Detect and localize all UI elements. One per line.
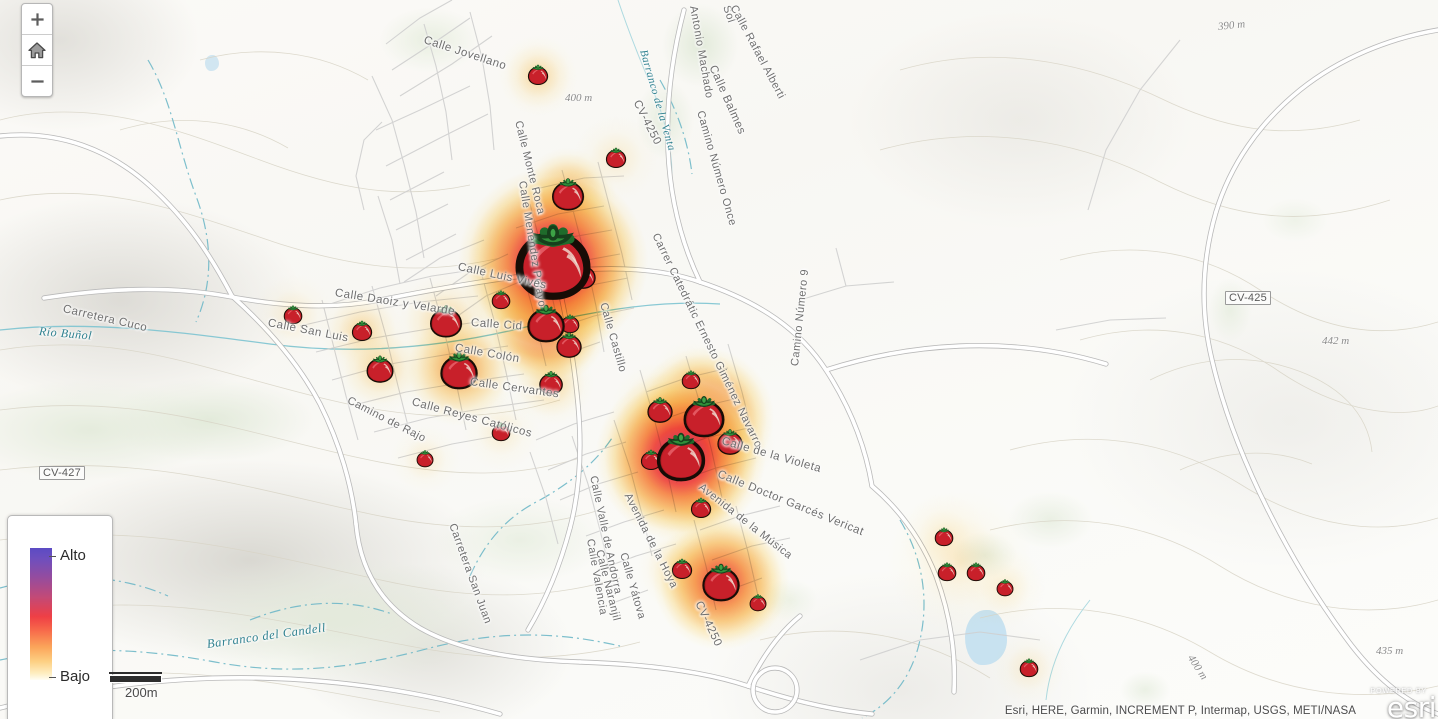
tomato-icon[interactable] <box>537 368 565 396</box>
highway-shield: CV-427 <box>39 466 85 480</box>
home-icon <box>28 41 46 58</box>
tomato-icon[interactable] <box>936 560 958 582</box>
tomato-icon[interactable] <box>490 420 512 442</box>
legend-color-ramp <box>30 548 52 680</box>
lake-polygon <box>205 55 219 71</box>
tomato-icon[interactable] <box>526 62 550 86</box>
heat-blob <box>888 490 1032 634</box>
tomato-icon[interactable] <box>364 352 396 384</box>
zoom-out-button[interactable] <box>22 65 52 96</box>
tomato-icon[interactable] <box>350 318 374 342</box>
tomato-icon[interactable] <box>653 427 709 483</box>
tomato-icon[interactable] <box>995 577 1015 597</box>
esri-logo[interactable]: POWERED BY esri <box>1356 685 1437 719</box>
map-navigation-controls[interactable] <box>21 3 53 97</box>
highway-shield: CV-425 <box>1225 291 1271 305</box>
zoom-in-button[interactable] <box>22 4 52 34</box>
contour-elevation-label: 442 m <box>1322 335 1350 347</box>
tomato-icon[interactable] <box>282 303 304 325</box>
tomato-icon[interactable] <box>427 301 465 339</box>
tomato-icon[interactable] <box>965 560 987 582</box>
esri-brand-text: esri <box>1386 691 1437 719</box>
esri-powered-by-text: POWERED BY <box>1370 688 1427 695</box>
tomato-icon[interactable] <box>549 174 587 212</box>
legend-label-low: Bajo <box>60 668 91 685</box>
tomato-icon[interactable] <box>437 347 481 391</box>
heatmap-legend: Alto Bajo <box>7 515 113 719</box>
contour-elevation-label: 435 m <box>1376 645 1404 657</box>
scale-bar: 200m <box>109 672 162 700</box>
home-button[interactable] <box>22 34 52 65</box>
tomato-icon[interactable] <box>645 394 675 424</box>
tomato-icon[interactable] <box>639 447 663 471</box>
attribution-text: Esri, HERE, Garmin, INCREMENT P, Interma… <box>1004 705 1356 717</box>
tomato-icon[interactable] <box>554 329 584 359</box>
legend-tick-low <box>49 677 56 678</box>
scale-bar-label: 200m <box>125 685 158 700</box>
contour-elevation-label: 400 m <box>565 92 593 104</box>
tomato-icon[interactable] <box>715 426 745 456</box>
tomato-icon[interactable] <box>699 559 743 603</box>
minus-icon <box>30 79 44 83</box>
tomato-icon[interactable] <box>490 288 512 310</box>
scale-bar-line <box>109 675 162 683</box>
lake-polygon <box>965 610 1007 665</box>
tomato-icon[interactable] <box>511 217 595 301</box>
tomato-icon[interactable] <box>604 145 628 169</box>
legend-label-high: Alto <box>60 547 86 564</box>
legend-tick-high <box>49 556 56 557</box>
tomato-icon[interactable] <box>1018 656 1040 678</box>
tomato-icon[interactable] <box>670 556 694 580</box>
tomato-icon[interactable] <box>415 448 435 468</box>
tomato-icon[interactable] <box>933 525 955 547</box>
tomato-icon[interactable] <box>748 592 768 612</box>
scale-bar-top-rule <box>109 672 162 674</box>
roundabout <box>750 665 800 715</box>
plus-icon <box>30 12 44 26</box>
tomato-icon[interactable] <box>680 391 728 439</box>
tomato-icon[interactable] <box>689 495 713 519</box>
tomato-icon[interactable] <box>680 368 702 390</box>
tomato-icon[interactable] <box>524 300 568 344</box>
